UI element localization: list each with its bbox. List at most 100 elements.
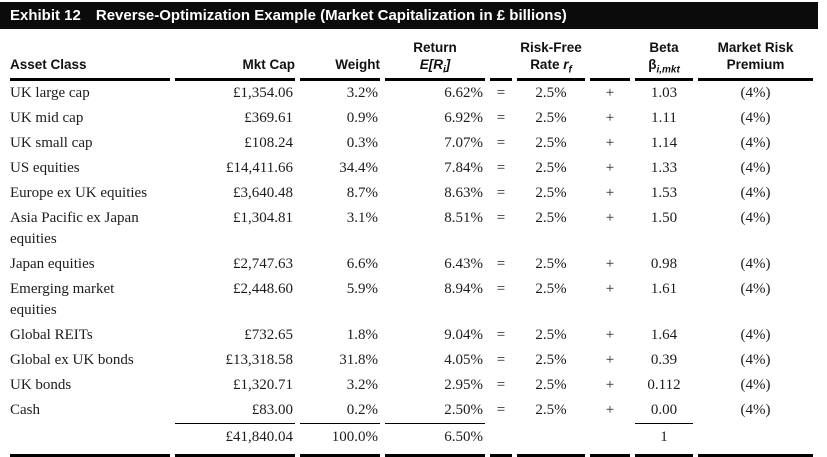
totals-beta-cell: 1 [635, 424, 693, 457]
mkt-cap-cell: £1,304.81 [233, 210, 293, 226]
mkt-cap-cell: £1,320.71 [233, 377, 293, 393]
plus-sign: + [605, 210, 615, 226]
beta-cell: 0.98 [650, 256, 678, 272]
asset-class-cell: UK bonds [10, 377, 72, 393]
totals-row: £41,840.04 100.0% 6.50% 1 [10, 424, 813, 457]
exhibit-title-bar: Exhibit 12 Reverse-Optimization Example … [0, 2, 818, 29]
risk-free-rate-cell: 2.5% [535, 352, 567, 368]
equals-column-header [490, 37, 512, 81]
beta-cell: 1.03 [650, 85, 678, 101]
table-row: Asia Pacific ex Japan equities £1,304.81… [10, 206, 813, 252]
beta-cell: 0.39 [650, 352, 678, 368]
table-row: US equities £14,411.66 34.4% 7.84% = 2.5… [10, 156, 813, 181]
return-cell: 8.94% [444, 281, 483, 297]
totals-plus-cell [590, 424, 630, 457]
risk-free-rate-cell: 2.5% [535, 327, 567, 343]
equals-sign: = [496, 327, 506, 343]
weight-cell: 0.3% [346, 135, 378, 151]
weight-cell: 31.8% [339, 352, 378, 368]
market-risk-premium-cell: (4%) [740, 185, 771, 201]
return-cell: 2.50% [385, 398, 485, 424]
risk-free-rate-cell: 2.5% [535, 110, 567, 126]
asset-class-cell: Cash [10, 402, 40, 418]
totals-weight-cell: 100.0% [300, 424, 380, 457]
totals-asset-class-cell [10, 424, 170, 457]
beta-column-header: Beta βi,mkt [635, 37, 693, 81]
beta-cell: 1.64 [650, 327, 678, 343]
mkt-cap-cell: £108.24 [244, 135, 293, 151]
mkt-cap-cell: £1,354.06 [233, 85, 293, 101]
beta-cell: 1.33 [650, 160, 678, 176]
table-row: UK mid cap £369.61 0.9% 6.92% = 2.5% + 1… [10, 106, 813, 131]
asset-class-cell: US equities [10, 160, 80, 176]
market-risk-premium-cell: (4%) [740, 352, 771, 368]
plus-sign: + [605, 327, 615, 343]
reverse-optimization-table: Asset Class Mkt Cap Weight Return E[Ri] … [5, 37, 818, 457]
beta-cell: 1.50 [650, 210, 678, 226]
return-cell: 8.51% [444, 210, 483, 226]
plus-sign: + [605, 160, 615, 176]
equals-sign: = [496, 210, 506, 226]
weight-cell: 0.2% [300, 398, 380, 424]
market-risk-premium-cell: (4%) [740, 377, 771, 393]
table-body: UK large cap £1,354.06 3.2% 6.62% = 2.5%… [10, 81, 813, 424]
risk-free-rate-cell: 2.5% [535, 281, 567, 297]
asset-class-cell: Global ex UK bonds [10, 352, 134, 368]
plus-sign: + [605, 85, 615, 101]
market-risk-premium-cell: (4%) [740, 210, 771, 226]
asset-class-cell: Japan equities [10, 256, 95, 272]
equals-sign: = [496, 352, 506, 368]
totals-risk-free-cell [517, 424, 585, 457]
table-row: Japan equities £2,747.63 6.6% 6.43% = 2.… [10, 252, 813, 277]
mkt-cap-cell: £14,411.66 [226, 160, 293, 176]
plus-sign: + [605, 135, 615, 151]
return-cell: 4.05% [444, 352, 483, 368]
equals-sign: = [496, 402, 506, 418]
exhibit-title: Reverse-Optimization Example (Market Cap… [95, 7, 567, 24]
plus-sign: + [605, 110, 615, 126]
table-row: Europe ex UK equities £3,640.48 8.7% 8.6… [10, 181, 813, 206]
risk-free-rate-cell: 2.5% [535, 256, 567, 272]
plus-column-header [590, 37, 630, 81]
equals-sign: = [496, 160, 506, 176]
weight-cell: 8.7% [346, 185, 378, 201]
market-risk-premium-cell: (4%) [740, 135, 771, 151]
plus-sign: + [605, 377, 615, 393]
risk-free-column-header: Risk-Free Rate rf [517, 37, 585, 81]
table-row: UK small cap £108.24 0.3% 7.07% = 2.5% +… [10, 131, 813, 156]
beta-cell: 1.11 [651, 110, 677, 126]
market-risk-premium-column-header: Market Risk Premium [698, 37, 813, 81]
market-risk-premium-cell: (4%) [740, 402, 771, 418]
mkt-cap-cell: £2,747.63 [233, 256, 293, 272]
weight-cell: 3.2% [346, 377, 378, 393]
return-cell: 7.07% [444, 135, 483, 151]
table-row: Global ex UK bonds £13,318.58 31.8% 4.05… [10, 348, 813, 373]
totals-return-cell: 6.50% [385, 424, 485, 457]
weight-cell: 3.2% [346, 85, 378, 101]
weight-cell: 6.6% [346, 256, 378, 272]
return-cell: 6.92% [444, 110, 483, 126]
plus-sign: + [605, 281, 615, 297]
asset-class-cell: UK mid cap [10, 110, 84, 126]
asset-class-cell: Emerging market equities [10, 281, 115, 318]
beta-cell: 1.61 [650, 281, 678, 297]
return-cell: 6.62% [444, 85, 483, 101]
exhibit-label: Exhibit 12 [10, 7, 81, 24]
mkt-cap-cell: £732.65 [244, 327, 293, 343]
beta-cell: 0.112 [647, 377, 681, 393]
totals-market-risk-premium-cell [698, 424, 813, 457]
risk-free-rate-cell: 2.5% [535, 377, 567, 393]
return-cell: 6.43% [444, 256, 483, 272]
risk-free-rate-cell: 2.5% [535, 135, 567, 151]
market-risk-premium-cell: (4%) [740, 160, 771, 176]
table-row: Cash £83.00 0.2% 2.50% = 2.5% + 0.00 (4%… [10, 398, 813, 424]
equals-sign: = [496, 377, 506, 393]
equals-sign: = [496, 135, 506, 151]
weight-cell: 34.4% [339, 160, 378, 176]
plus-sign: + [605, 352, 615, 368]
beta-cell: 1.14 [650, 135, 678, 151]
mkt-cap-cell: £369.61 [244, 110, 293, 126]
risk-free-rate-cell: 2.5% [535, 185, 567, 201]
table-row: UK large cap £1,354.06 3.2% 6.62% = 2.5%… [10, 81, 813, 106]
risk-free-rate-cell: 2.5% [535, 210, 567, 226]
